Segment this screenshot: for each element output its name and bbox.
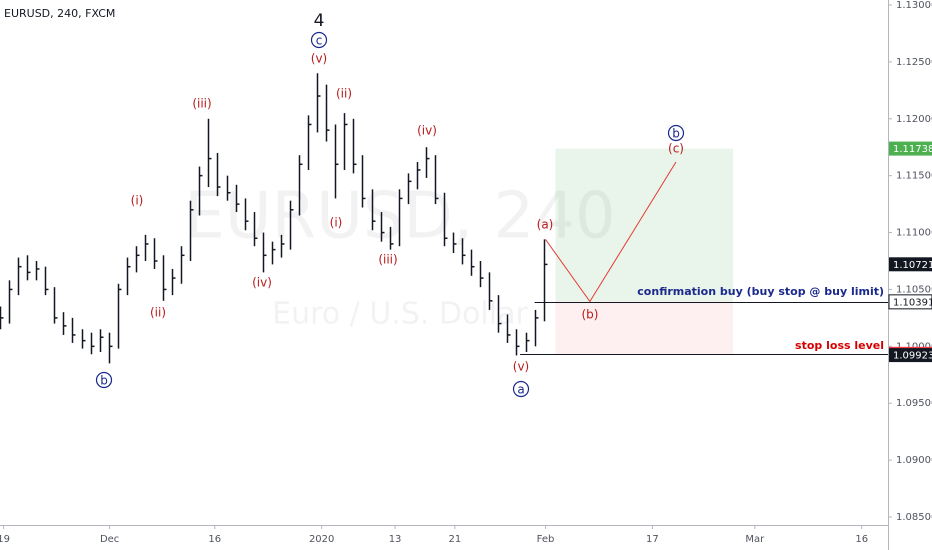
wave-label: (b) bbox=[582, 308, 599, 322]
price-marker bbox=[888, 294, 932, 310]
y-tick-label: 1.11500 bbox=[896, 171, 932, 182]
wave-label: (v) bbox=[311, 52, 327, 66]
y-tick-label: 1.09500 bbox=[896, 398, 932, 409]
target-zone bbox=[555, 148, 734, 302]
y-tick-label: 1.10000 bbox=[896, 341, 932, 352]
x-tick-label: 16 bbox=[208, 534, 221, 545]
price-marker-label: 1.10391 bbox=[893, 297, 932, 308]
x-tick-label: Dec bbox=[100, 534, 119, 545]
wave-label: (iii) bbox=[192, 97, 211, 111]
y-tick-label: 1.10500 bbox=[896, 284, 932, 295]
x-tick-label: 2020 bbox=[309, 534, 334, 545]
wave-circle bbox=[667, 124, 685, 142]
wave-label: (iv) bbox=[252, 276, 272, 290]
wave-circle bbox=[512, 380, 530, 398]
chart-title: EURUSD, 240, FXCM bbox=[4, 7, 115, 20]
wave-label: (c) bbox=[668, 142, 684, 156]
y-tick-label: 1.13000 bbox=[896, 0, 932, 11]
wave-circle bbox=[95, 371, 113, 389]
wave-label: confirmation buy (buy stop @ buy limit) bbox=[637, 285, 884, 298]
wave-label: (i) bbox=[131, 194, 144, 208]
wave-label: (ii) bbox=[150, 306, 166, 320]
wave-label: (a) bbox=[537, 218, 554, 232]
wave-circle bbox=[310, 31, 328, 49]
y-tick-label: 1.12500 bbox=[896, 57, 932, 68]
x-tick-label: 19 bbox=[0, 534, 10, 545]
price-marker-label: 1.09923 bbox=[893, 351, 932, 362]
wave-label: stop loss level bbox=[795, 339, 884, 352]
y-tick-label: 1.08500 bbox=[896, 512, 932, 523]
price-marker bbox=[889, 257, 932, 272]
watermark: Euro / U.S. Dollar bbox=[272, 297, 528, 332]
x-tick-label: Feb bbox=[537, 534, 555, 545]
x-tick-label: 16 bbox=[855, 534, 868, 545]
wave-label: b bbox=[672, 127, 680, 141]
price-marker bbox=[889, 141, 932, 156]
y-tick-label: 1.09000 bbox=[896, 455, 932, 466]
x-tick-label: 13 bbox=[389, 534, 402, 545]
x-tick-label: 21 bbox=[449, 534, 462, 545]
price-marker-label: 1.11738 bbox=[893, 144, 932, 155]
wave-label: (iii) bbox=[378, 253, 397, 267]
wave-label: (ii) bbox=[336, 87, 352, 101]
wave-label: c bbox=[316, 34, 323, 48]
wave-label: b bbox=[100, 374, 108, 388]
wave-label: (i) bbox=[330, 216, 343, 230]
wave-label: a bbox=[517, 383, 524, 397]
y-tick-label: 1.12000 bbox=[896, 114, 932, 125]
wave-label: (v) bbox=[513, 360, 529, 374]
stop-zone bbox=[555, 301, 734, 356]
wave-label: 4 bbox=[314, 11, 325, 31]
x-tick-label: 17 bbox=[646, 534, 659, 545]
price-marker bbox=[889, 348, 932, 363]
price-marker-label: 1.10721 bbox=[893, 260, 932, 271]
x-tick-label: Mar bbox=[745, 534, 765, 545]
wave-label: (iv) bbox=[417, 124, 437, 138]
y-tick-label: 1.11000 bbox=[896, 228, 932, 239]
projection-line bbox=[545, 161, 677, 303]
